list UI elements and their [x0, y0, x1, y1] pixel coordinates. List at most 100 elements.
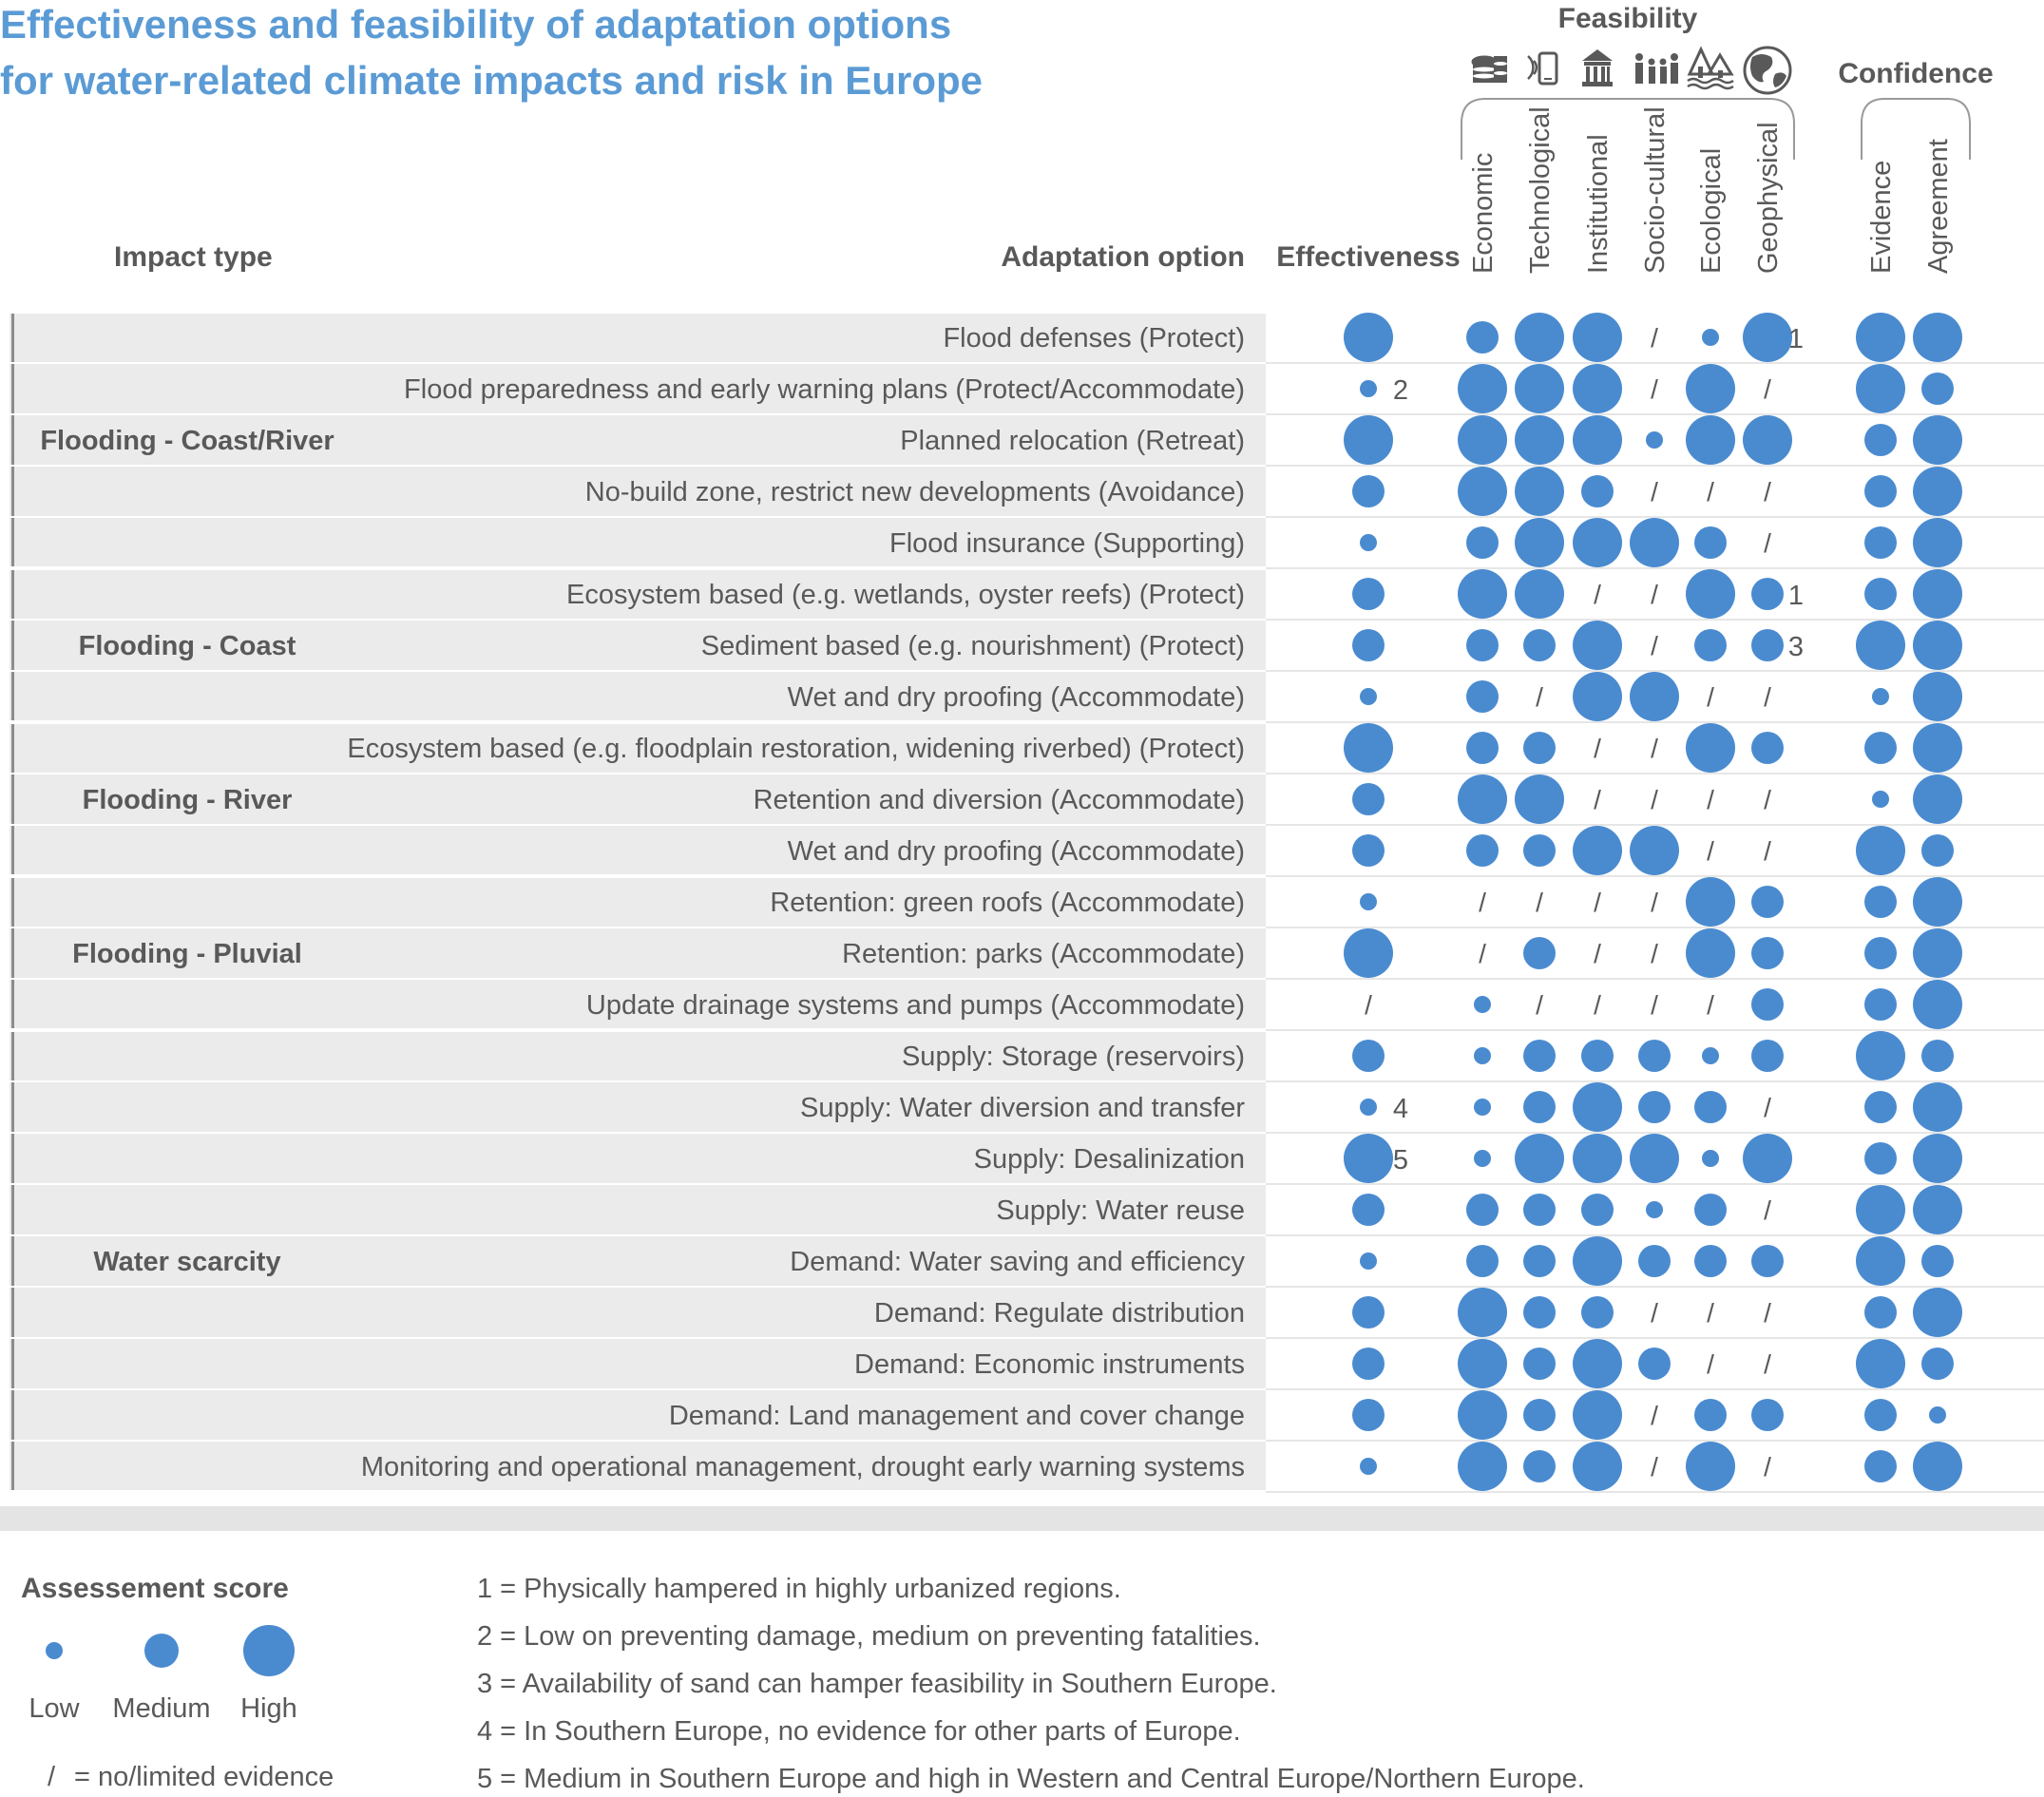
score-dot [1864, 886, 1897, 918]
column-header: Agreement [1923, 139, 1954, 274]
score-dot [1458, 467, 1507, 516]
score-dot [1856, 826, 1905, 875]
no-evidence-mark: / [1764, 1195, 1771, 1225]
legend-high-label: High [240, 1693, 297, 1724]
impact-group-label: Water scarcity [93, 1247, 280, 1277]
score-dot [1474, 1047, 1491, 1064]
group-bar [11, 1032, 14, 1490]
score-dot [1352, 1399, 1385, 1431]
no-evidence-mark: / [1651, 1298, 1658, 1328]
score-dot [1646, 431, 1663, 449]
column-header: Economic [1468, 153, 1499, 274]
adaptation-option-label: Update drainage systems and pumps (Accom… [586, 990, 1245, 1021]
score-dot [1360, 1099, 1377, 1116]
adaptation-option-label: Ecosystem based (e.g. floodplain restora… [347, 734, 1245, 764]
no-evidence-mark: / [1651, 1401, 1658, 1430]
score-dot [1344, 313, 1393, 362]
score-dot [1864, 1296, 1897, 1329]
score-dot [1344, 1134, 1393, 1183]
score-dot [1638, 1245, 1671, 1277]
score-dot [1921, 1348, 1954, 1380]
column-headers: Economic Technological Institutional Socio-… [1468, 106, 1954, 274]
score-dot [1573, 1390, 1622, 1440]
adaptation-option-label: Demand: Regulate distribution [874, 1298, 1245, 1329]
score-dot [1466, 732, 1499, 764]
no-evidence-mark: / [1764, 1452, 1771, 1482]
adaptation-option-label: Wet and dry proofing (Accommodate) [788, 836, 1245, 867]
score-dot [1360, 893, 1377, 910]
score-dot [1921, 834, 1954, 867]
phone-signal-icon [1527, 51, 1558, 86]
score-dot [1515, 1134, 1564, 1183]
adaptation-option-label: Demand: Land management and cover change [669, 1401, 1245, 1431]
score-dot [1743, 415, 1792, 465]
score-dot [1864, 1091, 1897, 1123]
score-dot [1458, 415, 1507, 465]
score-dot [1702, 1047, 1719, 1064]
score-dot [1913, 313, 1962, 362]
score-dot [1515, 774, 1564, 824]
score-dot [1523, 732, 1556, 764]
group-bar [11, 878, 14, 1028]
score-dot [1686, 723, 1735, 773]
adaptation-option-label: No-build zone, restrict new developments… [585, 477, 1245, 507]
globe-icon [1743, 46, 1792, 95]
score-dot [1515, 415, 1564, 465]
score-dot [1458, 1390, 1507, 1440]
no-evidence-mark: / [1707, 1298, 1714, 1328]
score-dot [1515, 467, 1564, 516]
column-header: Institutional [1583, 134, 1614, 274]
score-dot [1352, 834, 1385, 867]
score-dot [1913, 569, 1962, 619]
table-rows: Flooding - Coast/River Flood defenses (Pr… [40, 313, 1962, 1491]
score-dot [1458, 364, 1507, 413]
score-dot [1515, 364, 1564, 413]
score-dot [1573, 826, 1622, 875]
adaptation-option-label: Flood insurance (Supporting) [889, 528, 1245, 559]
score-dot [1743, 313, 1792, 362]
confidence-header: Confidence [1838, 58, 1993, 89]
score-dot [1751, 937, 1784, 969]
score-dot [1864, 732, 1897, 764]
score-dot [1638, 1348, 1671, 1380]
score-dot [1458, 569, 1507, 619]
score-dot [1352, 1296, 1385, 1329]
score-dot [1913, 415, 1962, 465]
group-bar [11, 314, 14, 566]
score-dot [1344, 415, 1393, 465]
score-dot [1856, 364, 1905, 413]
group-bar [11, 724, 14, 874]
impact-type-header: Impact type [114, 241, 273, 273]
score-dot [1694, 1245, 1727, 1277]
score-dot [1921, 1040, 1954, 1072]
score-dot [1638, 1040, 1671, 1072]
score-dot [1581, 1040, 1614, 1072]
no-evidence-mark: / [1594, 785, 1601, 814]
no-evidence-mark: / [1707, 682, 1714, 712]
score-dot [1929, 1406, 1946, 1424]
score-dot [1913, 672, 1962, 721]
figure-title-line1: Effectiveness and feasibility of adaptat… [0, 2, 951, 47]
score-dot [1686, 877, 1735, 927]
confidence-bracket [1861, 98, 1971, 160]
footnote-4: 4 = In Southern Europe, no evidence for … [477, 1716, 1241, 1747]
score-dot [1581, 1194, 1614, 1226]
score-dot [1573, 672, 1622, 721]
score-dot [1466, 834, 1499, 867]
no-evidence-mark: / [1594, 939, 1601, 968]
feasibility-bracket [1461, 98, 1795, 160]
no-evidence-mark: / [1651, 374, 1658, 404]
score-dot [1913, 518, 1962, 567]
score-dot [1573, 518, 1622, 567]
score-dot [1360, 1458, 1377, 1475]
score-dot [1638, 1091, 1671, 1123]
score-dot [1352, 475, 1385, 507]
no-evidence-mark: / [1764, 785, 1771, 814]
score-dot [1751, 578, 1784, 610]
score-dot [1913, 621, 1962, 670]
no-evidence-mark: / [1594, 990, 1601, 1020]
effectiveness-header: Effectiveness [1276, 241, 1460, 273]
score-dot [1751, 1245, 1784, 1277]
score-dot [1466, 321, 1499, 354]
